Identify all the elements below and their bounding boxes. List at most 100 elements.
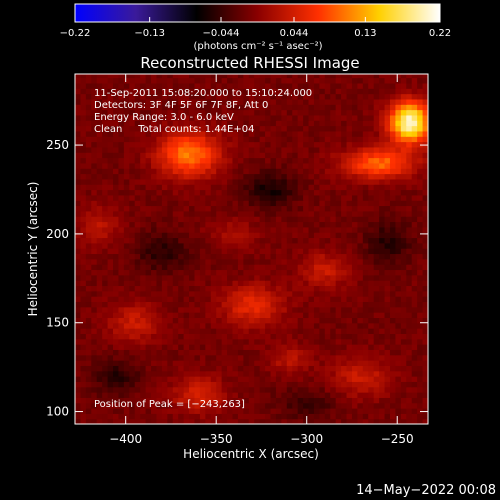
heatmap-cell bbox=[362, 285, 369, 292]
heatmap-cell bbox=[161, 328, 168, 334]
heatmap-cell bbox=[319, 109, 326, 116]
heatmap-cell bbox=[85, 360, 92, 366]
heatmap-cell bbox=[85, 370, 92, 377]
heatmap-cell bbox=[156, 242, 163, 249]
heatmap-cell bbox=[129, 226, 136, 233]
heatmap-cell bbox=[107, 392, 114, 398]
heatmap-cell bbox=[373, 141, 380, 148]
heatmap-cell bbox=[178, 333, 185, 340]
heatmap-cell bbox=[85, 157, 92, 164]
heatmap-cell bbox=[259, 74, 266, 79]
heatmap-cell bbox=[96, 210, 103, 217]
heatmap-cell bbox=[265, 189, 272, 196]
heatmap-cell bbox=[319, 221, 326, 228]
heatmap-cell bbox=[417, 114, 424, 121]
heatmap-cell bbox=[400, 189, 407, 196]
heatmap-cell bbox=[422, 349, 428, 356]
heatmap-cell bbox=[335, 274, 342, 281]
heatmap-cell bbox=[265, 386, 272, 393]
heatmap-cell bbox=[243, 109, 250, 116]
heatmap-cell bbox=[270, 157, 277, 164]
heatmap-cell bbox=[379, 397, 386, 404]
heatmap-cell bbox=[151, 178, 158, 185]
heatmap-cell bbox=[346, 322, 353, 329]
heatmap-cell bbox=[330, 344, 337, 350]
heatmap-cell bbox=[292, 301, 299, 308]
heatmap-cell bbox=[113, 344, 120, 350]
heatmap-cell bbox=[129, 88, 136, 95]
heatmap-cell bbox=[270, 178, 277, 185]
heatmap-cell bbox=[156, 88, 163, 95]
heatmap-cell bbox=[281, 232, 288, 239]
heatmap-cell bbox=[183, 184, 190, 191]
heatmap-cell bbox=[395, 408, 402, 414]
heatmap-cell bbox=[205, 413, 212, 420]
heatmap-cell bbox=[140, 402, 147, 409]
heatmap-cell bbox=[346, 242, 353, 249]
heatmap-cell bbox=[313, 237, 320, 244]
heatmap-cell bbox=[351, 168, 358, 175]
heatmap-cell bbox=[243, 141, 250, 148]
heatmap-cell bbox=[85, 104, 92, 111]
heatmap-cell bbox=[346, 285, 353, 292]
heatmap-cell bbox=[243, 98, 250, 105]
heatmap-cell bbox=[210, 306, 217, 313]
heatmap-cell bbox=[156, 413, 163, 420]
heatmap-cell bbox=[123, 418, 130, 424]
heatmap-cell bbox=[167, 146, 174, 153]
heatmap-cell bbox=[281, 344, 288, 350]
heatmap-cell bbox=[270, 418, 277, 424]
heatmap-cell bbox=[254, 317, 261, 324]
heatmap-cell bbox=[265, 162, 272, 169]
heatmap-cell bbox=[406, 114, 413, 121]
heatmap-cell bbox=[183, 296, 190, 303]
heatmap-cell bbox=[91, 200, 98, 207]
heatmap-cell bbox=[379, 93, 386, 100]
heatmap-cell bbox=[189, 237, 196, 244]
heatmap-cell bbox=[248, 136, 255, 143]
heatmap-cell bbox=[248, 386, 255, 393]
heatmap-cell bbox=[384, 381, 391, 388]
heatmap-cell bbox=[281, 296, 288, 303]
heatmap-cell bbox=[254, 386, 261, 393]
heatmap-cell bbox=[113, 301, 120, 308]
heatmap-cell bbox=[145, 322, 152, 329]
heatmap-cell bbox=[129, 408, 136, 414]
heatmap-cell bbox=[384, 274, 391, 281]
heatmap-cell bbox=[270, 205, 277, 212]
heatmap-cell bbox=[91, 376, 98, 382]
heatmap-cell bbox=[297, 408, 304, 414]
heatmap-cell bbox=[379, 301, 386, 308]
heatmap-cell bbox=[145, 232, 152, 239]
heatmap-cell bbox=[140, 232, 147, 239]
heatmap-cell bbox=[183, 306, 190, 313]
heatmap-cell bbox=[379, 125, 386, 132]
heatmap-cell bbox=[118, 290, 125, 297]
heatmap-cell bbox=[281, 248, 288, 255]
heatmap-cell bbox=[335, 418, 342, 424]
heatmap-cell bbox=[123, 312, 130, 319]
heatmap-cell bbox=[129, 338, 136, 345]
heatmap-cell bbox=[395, 349, 402, 356]
heatmap-cell bbox=[373, 290, 380, 297]
heatmap-cell bbox=[313, 397, 320, 404]
heatmap-cell bbox=[118, 194, 125, 201]
colorbar-tick-label: 0.044 bbox=[280, 28, 309, 39]
heatmap-cell bbox=[384, 354, 391, 361]
heatmap-cell bbox=[406, 248, 413, 255]
heatmap-cell bbox=[422, 296, 428, 303]
heatmap-cell bbox=[373, 301, 380, 308]
heatmap-cell bbox=[183, 349, 190, 356]
heatmap-cell bbox=[85, 189, 92, 196]
heatmap-cell bbox=[400, 306, 407, 313]
heatmap-cell bbox=[422, 168, 428, 175]
heatmap-cell bbox=[395, 200, 402, 207]
heatmap-cell bbox=[183, 248, 190, 255]
heatmap-cell bbox=[351, 130, 358, 137]
heatmap-cell bbox=[303, 114, 310, 121]
heatmap-cell bbox=[351, 269, 358, 276]
heatmap-cell bbox=[417, 210, 424, 217]
heatmap-cell bbox=[96, 386, 103, 393]
heatmap-cell bbox=[91, 104, 98, 111]
heatmap-cell bbox=[194, 269, 201, 276]
